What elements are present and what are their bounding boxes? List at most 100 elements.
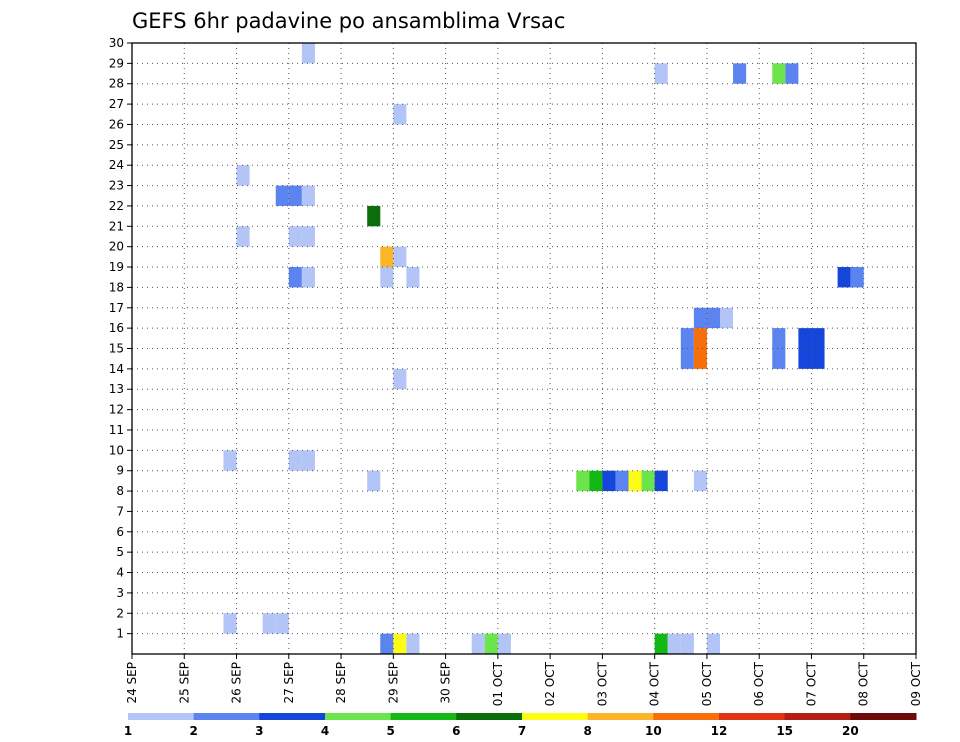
x-tick-label: 30 SEP xyxy=(439,662,453,704)
x-tick-label: 27 SEP xyxy=(282,662,296,704)
colorbar-segment xyxy=(522,713,589,720)
colorbar-label: 4 xyxy=(321,724,329,738)
x-tick-label: 04 OCT xyxy=(648,661,662,706)
y-tick-label: 22 xyxy=(109,199,124,213)
heatmap-cell-17 xyxy=(301,267,315,288)
heatmap-cell-53 xyxy=(406,633,420,654)
colorbar-segment xyxy=(719,713,786,720)
y-tick-label: 10 xyxy=(109,443,124,457)
y-tick-label: 28 xyxy=(109,77,124,91)
heatmap-cell-4 xyxy=(785,63,799,84)
heatmap-cell-18 xyxy=(380,267,394,288)
y-tick-label: 23 xyxy=(109,179,124,193)
heatmap-cell-12 xyxy=(288,226,302,247)
y-tick-label: 17 xyxy=(109,301,124,315)
heatmap-cell-42 xyxy=(602,470,616,492)
heatmap-cell-21 xyxy=(850,267,864,288)
y-tick-label: 26 xyxy=(109,117,124,131)
y-axis: 1234567891011121314151617181920212223242… xyxy=(109,36,132,641)
heatmap-cell-33 xyxy=(798,348,812,369)
y-tick-label: 5 xyxy=(116,545,124,559)
y-tick-label: 15 xyxy=(109,342,124,356)
colorbar-segment xyxy=(850,713,917,720)
heatmap-cell-7 xyxy=(275,185,289,206)
y-tick-label: 12 xyxy=(109,403,124,417)
y-tick-label: 4 xyxy=(116,566,124,580)
y-tick-label: 7 xyxy=(116,504,124,518)
heatmap-cell-19 xyxy=(406,267,420,288)
y-tick-label: 1 xyxy=(116,627,124,641)
x-tick-label: 25 SEP xyxy=(177,662,191,704)
heatmap-cells xyxy=(223,43,864,654)
y-tick-label: 16 xyxy=(109,321,124,335)
x-tick-label: 07 OCT xyxy=(804,661,818,706)
heatmap-cell-41 xyxy=(589,470,603,492)
x-axis: 24 SEP 25 SEP 26 SEP 27 SEP 28 SEP 29 SEP 30 S… xyxy=(125,654,923,706)
heatmap-cell-5 xyxy=(393,104,407,125)
heatmap-cell-2 xyxy=(733,63,747,84)
y-tick-label: 18 xyxy=(109,280,124,294)
y-tick-label: 8 xyxy=(116,484,124,498)
colorbar-label: 7 xyxy=(518,724,526,738)
heatmap-cell-15 xyxy=(393,246,407,268)
colorbar-label: 2 xyxy=(189,724,197,738)
heatmap-cell-39 xyxy=(367,470,381,492)
heatmap-cell-45 xyxy=(641,470,655,492)
y-tick-label: 29 xyxy=(109,56,124,70)
chart-title: GEFS 6hr padavine po ansamblima Vrsac xyxy=(132,9,565,33)
colorbar-segment xyxy=(259,713,326,720)
heatmap-cell-32 xyxy=(772,348,786,369)
colorbar-label: 6 xyxy=(452,724,460,738)
heatmap-cell-24 xyxy=(720,307,734,329)
heatmap-cell-34 xyxy=(811,348,825,369)
heatmap-cell-58 xyxy=(667,633,681,654)
colorbar-segment xyxy=(587,713,654,720)
heatmap-cell-50 xyxy=(275,613,289,634)
heatmap-cell-9 xyxy=(301,185,315,206)
heatmap-cell-40 xyxy=(576,470,590,492)
colorbar-label: 5 xyxy=(386,724,394,738)
heatmap-cell-54 xyxy=(471,633,485,654)
heatmap-cell-23 xyxy=(706,307,720,329)
y-tick-label: 3 xyxy=(116,586,124,600)
x-tick-label: 02 OCT xyxy=(543,661,557,706)
heatmap-cell-1 xyxy=(654,63,668,84)
colorbar-segment xyxy=(456,713,523,720)
y-tick-label: 20 xyxy=(109,240,124,254)
heatmap-cell-56 xyxy=(497,633,511,654)
colorbar-segment xyxy=(390,713,457,720)
heatmap-cell-31 xyxy=(693,348,707,369)
colorbar-label: 8 xyxy=(583,724,591,738)
x-tick-label: 09 OCT xyxy=(909,661,923,706)
heatmap-cell-46 xyxy=(654,470,668,492)
x-tick-label: 29 SEP xyxy=(386,662,400,704)
x-tick-label: 03 OCT xyxy=(595,661,609,706)
y-tick-label: 30 xyxy=(109,36,124,50)
colorbar-label: 10 xyxy=(645,724,662,738)
heatmap-cell-0 xyxy=(301,43,315,64)
y-tick-label: 2 xyxy=(116,606,124,620)
heatmap-cell-49 xyxy=(262,613,276,634)
heatmap-cell-37 xyxy=(288,450,302,471)
heatmap-cell-43 xyxy=(615,470,629,492)
y-tick-label: 13 xyxy=(109,382,124,396)
heatmap-cell-20 xyxy=(837,267,851,288)
y-tick-label: 11 xyxy=(109,423,124,437)
heatmap-cell-36 xyxy=(223,450,237,471)
heatmap-cell-26 xyxy=(693,328,707,349)
heatmap-cell-14 xyxy=(380,246,394,268)
heatmap-cell-13 xyxy=(301,226,315,247)
heatmap-cell-29 xyxy=(811,328,825,349)
heatmap-cell-27 xyxy=(772,328,786,349)
heatmap-cell-47 xyxy=(693,470,707,492)
heatmap-cell-48 xyxy=(223,613,237,634)
heatmap-cell-22 xyxy=(693,307,707,329)
heatmap-cell-10 xyxy=(367,205,381,227)
colorbar-label: 15 xyxy=(776,724,793,738)
colorbar-label: 20 xyxy=(842,724,859,738)
colorbar-segment xyxy=(128,713,195,720)
heatmap-cell-59 xyxy=(680,633,694,654)
x-tick-label: 01 OCT xyxy=(491,661,505,706)
colorbar-segment xyxy=(784,713,851,720)
